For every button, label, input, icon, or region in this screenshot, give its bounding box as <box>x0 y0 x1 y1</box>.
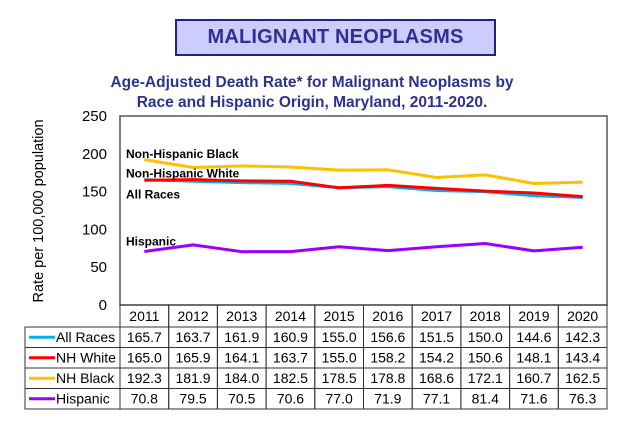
data-value: 155.0 <box>322 350 357 366</box>
y-tick-label: 0 <box>99 297 107 314</box>
data-value: 77.1 <box>423 391 450 407</box>
legend-label: All Races <box>56 329 115 345</box>
x-tick-label: 2018 <box>470 308 501 324</box>
x-tick-label: 2013 <box>226 308 257 324</box>
legend-label: NH White <box>56 350 116 366</box>
data-value: 151.5 <box>419 329 454 345</box>
data-value: 148.1 <box>516 350 551 366</box>
y-tick-label: 250 <box>82 108 107 125</box>
data-table: 2011 2012 2013 2014 2015 2016 2017 2018 2019 2020… <box>24 304 608 410</box>
data-value: 81.4 <box>472 391 499 407</box>
chart-heading: MALIGNANT NEOPLASMS <box>207 26 464 48</box>
data-value: 165.9 <box>176 350 211 366</box>
series-line-nh-white <box>144 178 583 199</box>
y-tick-label: 100 <box>82 221 107 238</box>
x-tick-label: 2017 <box>421 308 452 324</box>
y-tick-label: 150 <box>82 184 107 201</box>
series-lines <box>144 158 583 254</box>
series-labels: Non-Hispanic Black Non-Hispanic White All … <box>126 147 240 249</box>
data-value: 165.0 <box>127 350 162 366</box>
x-tick-label: 2014 <box>275 308 306 324</box>
x-tick-label: 2019 <box>518 308 549 324</box>
chart-subtitle-line2: Race and Hispanic Origin, Maryland, 2011… <box>136 94 488 111</box>
legend-label: NH Black <box>56 370 115 386</box>
data-value: 172.1 <box>468 370 503 386</box>
chart-title-box: MALIGNANT NEOPLASMS <box>175 19 496 56</box>
table-cell <box>557 388 608 410</box>
data-value: 168.6 <box>419 370 454 386</box>
data-value: 160.9 <box>273 329 308 345</box>
x-tick-label: 2015 <box>324 308 355 324</box>
legend-label: Hispanic <box>56 391 110 407</box>
data-value: 154.2 <box>419 350 454 366</box>
data-value: 181.9 <box>176 370 211 386</box>
data-value: 162.5 <box>565 370 600 386</box>
data-value: 184.0 <box>224 370 259 386</box>
data-value: 163.7 <box>273 350 308 366</box>
x-tick-label: 2012 <box>177 308 208 324</box>
axes: 0 50 100 150 200 250 <box>82 108 608 314</box>
series-annotation: All Races <box>126 188 180 202</box>
data-value: 161.9 <box>224 329 259 345</box>
data-value: 160.7 <box>516 370 551 386</box>
series-annotation: Non-Hispanic Black <box>126 147 239 161</box>
data-value: 71.9 <box>374 391 401 407</box>
data-value: 165.7 <box>127 329 162 345</box>
data-value: 178.5 <box>322 370 357 386</box>
data-value: 70.5 <box>228 391 255 407</box>
data-value: 79.5 <box>179 391 206 407</box>
x-tick-label: 2011 <box>129 308 159 324</box>
data-value: 70.8 <box>131 391 158 407</box>
data-value: 178.8 <box>370 370 405 386</box>
data-value: 76.3 <box>569 391 596 407</box>
data-value: 158.2 <box>370 350 405 366</box>
data-value: 144.6 <box>516 329 551 345</box>
data-value: 77.0 <box>326 391 353 407</box>
y-tick-label: 200 <box>82 146 107 163</box>
data-value: 182.5 <box>273 370 308 386</box>
chart-subtitle-line1: Age-Adjusted Death Rate* for Malignant N… <box>110 74 514 91</box>
series-annotation: Non-Hispanic White <box>126 166 240 180</box>
data-value: 71.6 <box>520 391 547 407</box>
x-tick-label: 2020 <box>567 308 598 324</box>
data-value: 150.0 <box>468 329 503 345</box>
y-axis-label: Rate per 100,000 population <box>31 119 47 302</box>
data-value: 156.6 <box>370 329 405 345</box>
data-value: 164.1 <box>224 350 259 366</box>
data-value: 192.3 <box>127 370 162 386</box>
y-tick-label: 50 <box>90 259 107 276</box>
data-value: 150.6 <box>468 350 503 366</box>
data-value: 155.0 <box>322 329 357 345</box>
series-line-hispanic <box>144 242 583 254</box>
data-value: 163.7 <box>176 329 211 345</box>
x-tick-label: 2016 <box>372 308 403 324</box>
data-value: 143.4 <box>565 350 600 366</box>
plot-area <box>119 115 608 306</box>
series-line-nh-black <box>144 158 583 185</box>
data-value: 70.6 <box>277 391 304 407</box>
series-annotation: Hispanic <box>126 234 176 248</box>
data-value: 142.3 <box>565 329 600 345</box>
